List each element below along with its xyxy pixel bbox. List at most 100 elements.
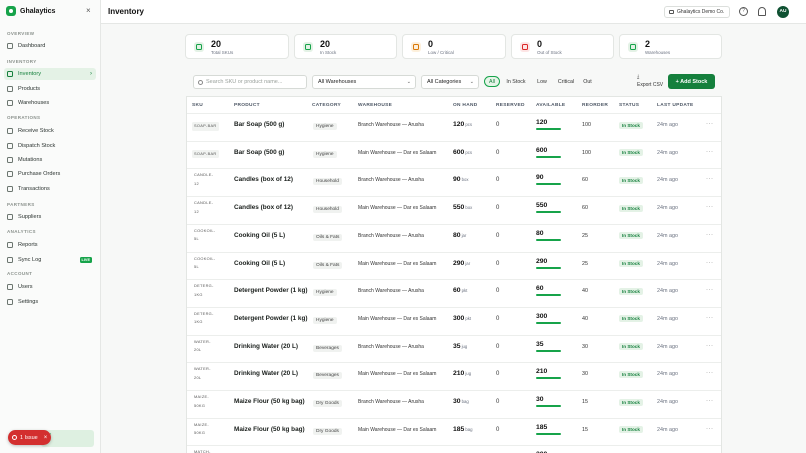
table-row[interactable] bbox=[187, 417, 721, 446]
bell-icon[interactable] bbox=[758, 7, 766, 16]
category-badge: Oils & Fats bbox=[313, 261, 343, 269]
table-row[interactable] bbox=[187, 251, 721, 280]
sidebar-item-reports[interactable]: Reports bbox=[4, 239, 96, 251]
status-pill-out[interactable]: Out bbox=[583, 78, 592, 85]
product-name[interactable]: Detergent Powder (1 kg) bbox=[234, 314, 308, 322]
column-header-on-hand[interactable]: ON HAND bbox=[453, 103, 478, 108]
stat-label: Total SKUs bbox=[211, 50, 234, 55]
more-icon[interactable]: ··· bbox=[706, 121, 714, 127]
category-badge: Dry Goods bbox=[313, 400, 342, 407]
product-name[interactable]: Candles (box of 12) bbox=[234, 176, 293, 184]
more-icon[interactable]: ··· bbox=[706, 398, 714, 404]
avatar[interactable]: AU bbox=[777, 6, 789, 18]
more-icon[interactable]: ··· bbox=[706, 148, 714, 155]
warehouse-name: Branch Warehouse — Arusha bbox=[358, 288, 424, 295]
category-badge: Household bbox=[313, 206, 342, 214]
table-row[interactable] bbox=[187, 223, 721, 252]
table-row[interactable] bbox=[187, 168, 721, 196]
more-icon[interactable]: ··· bbox=[706, 176, 714, 183]
table-row[interactable] bbox=[187, 279, 721, 307]
sidebar-item-receive-stock[interactable]: Receive Stock bbox=[4, 125, 96, 137]
sidebar-item-label: Reports bbox=[18, 242, 38, 248]
export-csv-button[interactable]: ⤓ Export CSV bbox=[637, 74, 666, 90]
stat-icon bbox=[520, 42, 530, 52]
table-row[interactable] bbox=[187, 140, 721, 169]
building-icon bbox=[669, 10, 674, 14]
sidebar-item-suppliers[interactable]: Suppliers bbox=[4, 211, 96, 223]
status-pill-in-stock[interactable]: In Stock bbox=[506, 78, 526, 85]
sidebar-item-sync-log[interactable]: Sync Log LIVE bbox=[4, 254, 96, 266]
warehouse-select[interactable]: All Warehouses ⌄ bbox=[312, 75, 416, 89]
status-pill-critical[interactable]: Critical bbox=[557, 78, 575, 85]
sidebar-item-products[interactable]: Products bbox=[4, 83, 96, 95]
product-name[interactable]: Maize Flour (50 kg bag) bbox=[234, 398, 305, 405]
help-icon[interactable]: ? bbox=[739, 7, 748, 16]
close-icon[interactable]: × bbox=[43, 434, 48, 441]
table-row[interactable] bbox=[187, 113, 721, 141]
more-icon[interactable]: ··· bbox=[706, 259, 714, 266]
table-row[interactable] bbox=[187, 306, 721, 335]
sku-code: WATER- bbox=[194, 338, 211, 344]
stat-card[interactable]: 20 Total SKUs bbox=[185, 34, 289, 59]
product-name[interactable]: Cooking Oil (5 L) bbox=[234, 259, 286, 267]
stat-card[interactable]: 0 Low / Critical bbox=[402, 34, 506, 59]
sidebar-item-label: Receive Stock bbox=[18, 128, 54, 134]
product-name[interactable]: Drinking Water (20 L) bbox=[234, 370, 299, 378]
sidebar-item-label: Mutations bbox=[18, 157, 43, 163]
search-input[interactable]: Search SKU or product name... bbox=[193, 75, 307, 89]
category-select[interactable]: All Categories ⌄ bbox=[421, 75, 479, 89]
close-icon[interactable]: × bbox=[86, 6, 91, 15]
warehouse-name: Branch Warehouse — Arusha bbox=[358, 399, 424, 405]
more-icon[interactable]: ··· bbox=[706, 231, 714, 238]
product-name[interactable]: Maize Flour (50 kg bag) bbox=[234, 425, 305, 433]
sidebar-item-purchase-orders[interactable]: Purchase Orders bbox=[4, 168, 96, 180]
product-name[interactable]: Detergent Powder (1 kg) bbox=[234, 287, 308, 295]
more-icon[interactable]: ··· bbox=[706, 370, 714, 377]
table-row[interactable] bbox=[187, 334, 721, 363]
warehouse-name: Branch Warehouse — Arusha bbox=[358, 177, 424, 184]
sidebar-section-label: ACCOUNT bbox=[7, 271, 33, 276]
table-row[interactable] bbox=[187, 390, 721, 418]
sidebar-item-transactions[interactable]: Transactions bbox=[4, 183, 96, 195]
sidebar-item-mutations[interactable]: Mutations bbox=[4, 154, 96, 166]
sidebar-item-users[interactable]: Users bbox=[4, 281, 96, 293]
status-badge: In Stock bbox=[619, 287, 643, 295]
stat-card[interactable]: 20 In Stock bbox=[294, 34, 397, 59]
sku-code: 1KG bbox=[194, 291, 203, 297]
more-icon[interactable]: ··· bbox=[706, 314, 714, 321]
chevron-down-icon: ⌄ bbox=[406, 79, 411, 85]
brand[interactable]: Ghalaytics bbox=[6, 4, 55, 18]
product-name[interactable]: Candles (box of 12) bbox=[234, 204, 293, 212]
sidebar-item-warehouses[interactable]: Warehouses bbox=[4, 97, 96, 109]
add-stock-button[interactable]: + Add Stock bbox=[668, 74, 715, 89]
more-icon[interactable]: ··· bbox=[706, 287, 714, 294]
product-name[interactable]: Drinking Water (20 L) bbox=[234, 342, 299, 350]
table-row[interactable] bbox=[187, 196, 721, 224]
issue-toast[interactable]: 1 Issue × bbox=[8, 430, 51, 445]
reserved-value: 0 bbox=[496, 315, 500, 322]
sidebar-item-inventory[interactable]: Inventory › bbox=[4, 68, 96, 80]
product-name[interactable]: Bar Soap (500 g) bbox=[234, 121, 285, 128]
more-icon[interactable]: ··· bbox=[706, 342, 714, 349]
table-row[interactable] bbox=[187, 445, 721, 453]
sku-code: 1KG bbox=[194, 319, 203, 325]
status-pill-low[interactable]: Low bbox=[537, 78, 547, 85]
product-name[interactable]: Bar Soap (500 g) bbox=[234, 148, 285, 156]
company-switcher[interactable]: Ghalaytics Demo Co. bbox=[664, 6, 730, 18]
column-header-available[interactable]: AVAILABLE bbox=[536, 103, 566, 108]
column-header-product[interactable]: PRODUCT bbox=[234, 103, 260, 108]
sidebar-item-dispatch-stock[interactable]: Dispatch Stock bbox=[4, 140, 96, 152]
table-row[interactable] bbox=[187, 362, 721, 390]
stat-card[interactable]: 0 Out of Stock bbox=[511, 34, 614, 59]
more-icon[interactable]: ··· bbox=[706, 204, 714, 211]
sidebar-item-settings[interactable]: Settings bbox=[4, 296, 96, 308]
product-name[interactable]: Cooking Oil (5 L) bbox=[234, 231, 286, 239]
status-badge: In Stock bbox=[619, 149, 643, 157]
stat-value: 2 bbox=[645, 39, 651, 49]
sidebar-item-dashboard[interactable]: Dashboard bbox=[4, 40, 96, 52]
status-pill-all[interactable]: All bbox=[484, 76, 500, 87]
warehouse-select-value: All Warehouses bbox=[318, 79, 357, 85]
more-icon[interactable]: ··· bbox=[706, 425, 714, 432]
available-bar bbox=[536, 405, 561, 407]
stat-card[interactable]: 2 Warehouses bbox=[619, 34, 722, 59]
